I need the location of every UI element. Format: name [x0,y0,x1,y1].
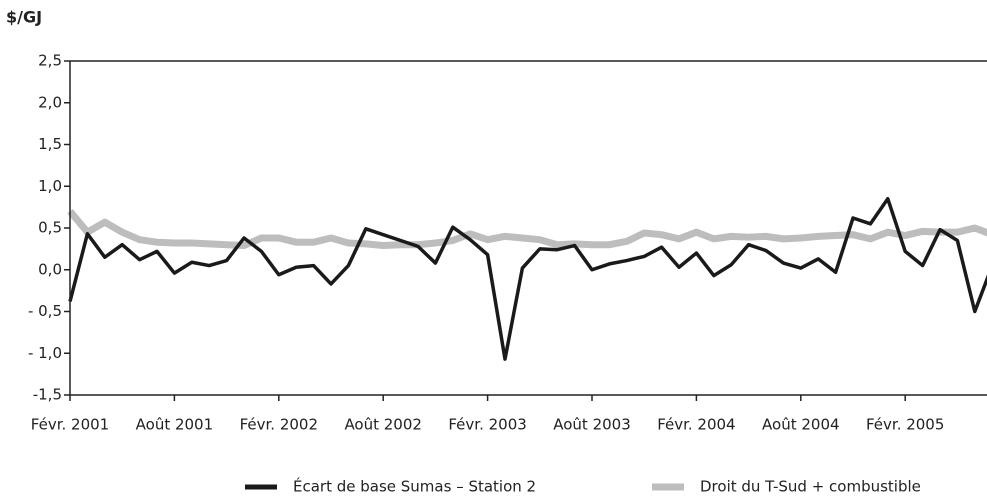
y-tick-label: - 0,5 [28,302,62,320]
x-tick-label: Févr. 2004 [657,416,735,434]
y-tick-label: - 1,0 [28,344,62,362]
x-tick-label: Févr. 2001 [31,416,109,434]
y-tick-label: 1,5 [38,135,62,153]
legend-label: Droit du T-Sud + combustible [700,478,921,496]
x-tick-label: Févr. 2002 [240,416,318,434]
x-tick-label: Févr. 2003 [448,416,526,434]
x-tick-label: Août 2004 [762,416,840,434]
y-tick-label: 2,0 [38,93,62,111]
x-tick-label: Août 2002 [344,416,422,434]
x-tick-label: Août 2003 [553,416,631,434]
y-tick-label: 1,0 [38,177,62,195]
legend-label: Écart de base Sumas – Station 2 [293,477,536,496]
x-tick-label: Août 2001 [136,416,214,434]
series-line [68,197,987,361]
y-tick-label: 2,5 [38,52,62,70]
y-axis-title: $/GJ [6,8,42,27]
x-tick-label: Févr. 2005 [866,416,944,434]
plot-area [67,197,987,361]
y-tick-label: 0,0 [38,260,62,278]
y-tick-label: -1,5 [33,386,62,404]
series-line [67,209,987,250]
y-tick-label: 0,5 [38,219,62,237]
